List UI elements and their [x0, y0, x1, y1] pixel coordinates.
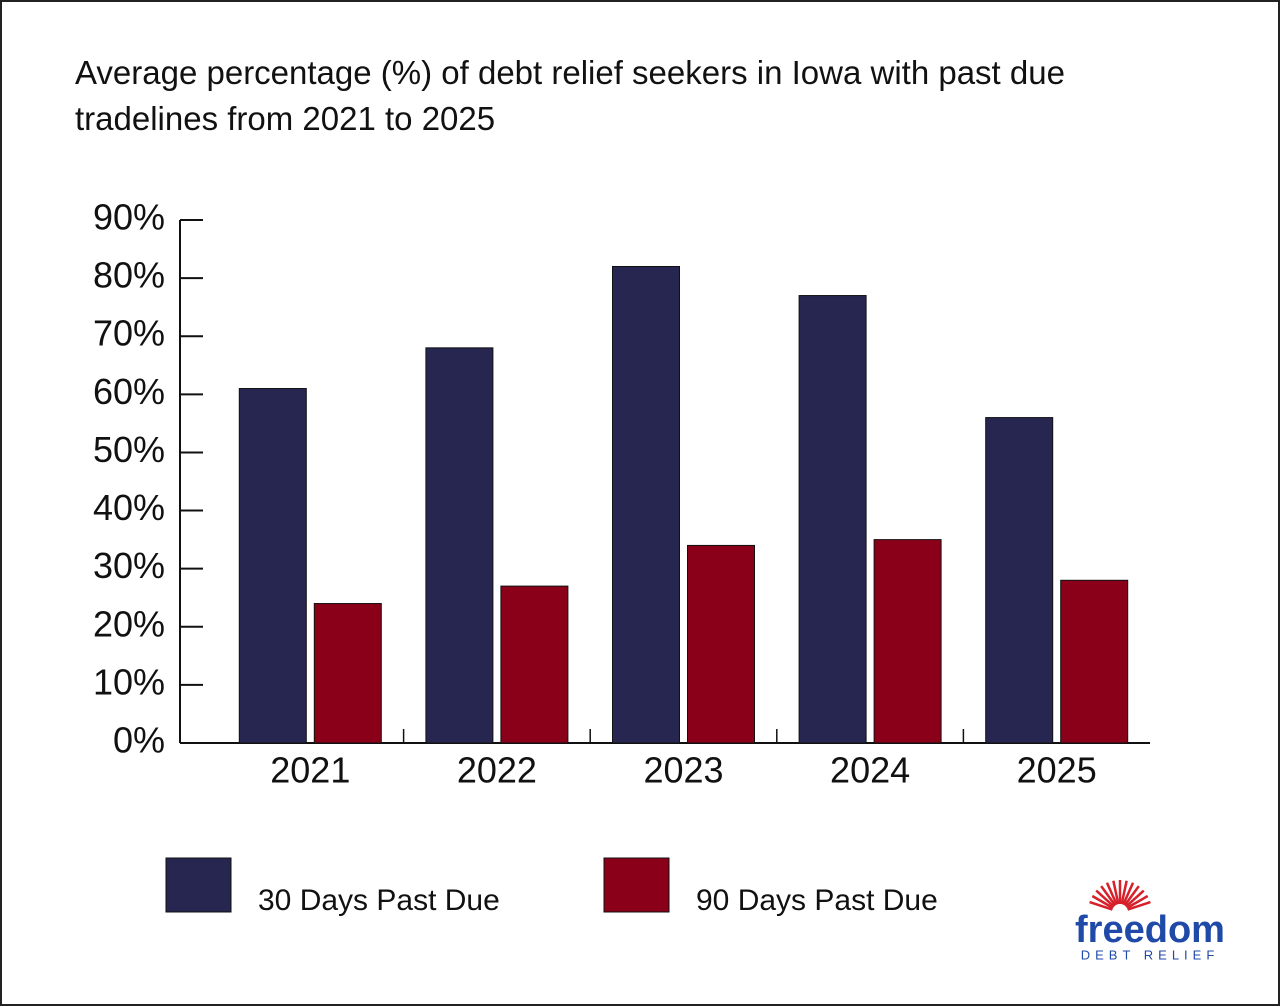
logo-rays	[1089, 880, 1151, 911]
x-tick-label: 2023	[643, 750, 723, 791]
bar	[500, 585, 569, 744]
logo-ray	[1100, 885, 1117, 907]
logo-ray	[1091, 894, 1114, 910]
logo-ray	[1127, 900, 1151, 911]
bar	[425, 347, 494, 744]
x-tick-label: 2021	[270, 750, 350, 791]
logo-ray	[1126, 894, 1149, 910]
y-tick-label: 60%	[93, 371, 165, 412]
x-tick-label: 2024	[830, 750, 910, 791]
legend-label: 90 Days Past Due	[696, 884, 938, 917]
chart-title: Average percentage (%) of debt relief se…	[75, 54, 1065, 137]
y-tick-label: 80%	[93, 255, 165, 296]
x-tick-label: 2022	[457, 750, 537, 791]
legend-swatch	[165, 857, 232, 913]
bar	[612, 265, 680, 744]
bar	[687, 544, 755, 744]
logo-ray	[1089, 900, 1113, 911]
y-tick-label: 50%	[93, 429, 165, 470]
y-tick-label: 90%	[93, 197, 165, 238]
logo-ray	[1123, 885, 1140, 907]
logo-tagline: DEBT RELIEF	[1081, 947, 1220, 962]
legend-label: 30 Days Past Due	[258, 884, 500, 917]
y-tick-label: 10%	[93, 661, 165, 702]
logo-ray	[1120, 880, 1128, 905]
y-tick-label: 0%	[113, 720, 165, 761]
logo-ray	[1112, 880, 1120, 905]
bar	[238, 388, 307, 744]
logo-ray	[1095, 889, 1115, 908]
y-tick-label: 70%	[93, 313, 165, 354]
logo-name: freedom	[1075, 909, 1225, 951]
bar	[1060, 579, 1129, 744]
logo-ray	[1105, 882, 1118, 906]
legend-swatch	[603, 857, 670, 913]
bar	[798, 295, 867, 744]
y-tick-label: 20%	[93, 603, 165, 644]
bar	[313, 603, 382, 744]
y-tick-label: 30%	[93, 545, 165, 586]
logo-ray	[1125, 889, 1145, 908]
x-tick-label: 2025	[1017, 750, 1097, 791]
bar	[985, 417, 1054, 744]
y-tick-label: 40%	[93, 487, 165, 528]
logo-ray	[1122, 882, 1135, 906]
bar	[873, 539, 942, 744]
